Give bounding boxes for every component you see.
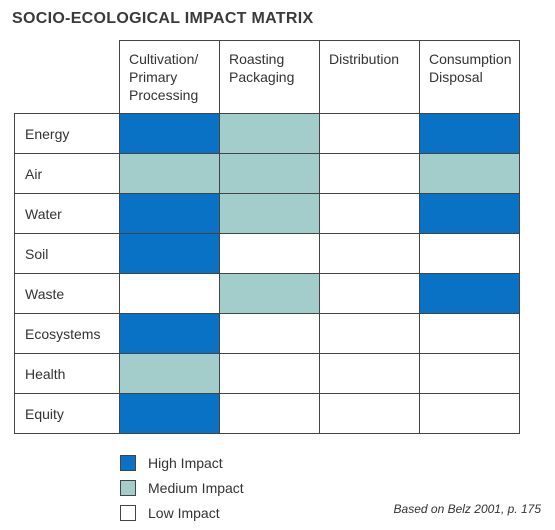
matrix-row-water: Water: [14, 193, 520, 234]
legend-swatch-low: [120, 504, 136, 521]
matrix-row-ecosystems: Ecosystems: [14, 313, 520, 354]
matrix-row-energy: Energy: [14, 113, 520, 154]
legend-label-high: High Impact: [148, 454, 223, 471]
impact-cell-medium: [219, 193, 320, 234]
row-header: Soil: [14, 233, 120, 274]
impact-matrix: Cultivation/ Primary Processing Roasting…: [14, 40, 520, 434]
impact-cell-high: [419, 193, 520, 234]
impact-cell-low: [219, 313, 320, 354]
impact-cell-low: [419, 313, 520, 354]
row-header: Water: [14, 193, 120, 234]
impact-cell-medium: [419, 153, 520, 194]
impact-cell-low: [219, 393, 320, 434]
impact-cell-low: [319, 353, 420, 394]
corner-cell: [14, 40, 120, 114]
row-header: Air: [14, 153, 120, 194]
matrix-body: Energy Air Water Soil Waste Ecosystems Health E…: [14, 113, 520, 434]
impact-cell-low: [319, 233, 420, 274]
impact-cell-low: [419, 393, 520, 434]
column-header-distribution: Distribution: [319, 40, 420, 114]
impact-cell-low: [319, 113, 420, 154]
matrix-row-soil: Soil: [14, 233, 520, 274]
column-header-cultivation: Cultivation/ Primary Processing: [119, 40, 220, 114]
impact-cell-medium: [219, 273, 320, 314]
page-title: SOCIO-ECOLOGICAL IMPACT MATRIX: [12, 10, 314, 27]
legend-item-high: High Impact: [120, 450, 244, 475]
row-header: Health: [14, 353, 120, 394]
row-header: Equity: [14, 393, 120, 434]
impact-cell-high: [419, 273, 520, 314]
impact-cell-low: [219, 233, 320, 274]
row-header: Energy: [14, 113, 120, 154]
impact-cell-high: [419, 113, 520, 154]
impact-cell-low: [219, 353, 320, 394]
impact-cell-low: [319, 313, 420, 354]
source-note: Based on Belz 2001, p. 175: [393, 502, 541, 516]
row-header: Ecosystems: [14, 313, 120, 354]
legend-label-low: Low Impact: [148, 504, 220, 521]
impact-cell-low: [119, 273, 220, 314]
impact-cell-high: [119, 113, 220, 154]
impact-cell-high: [119, 233, 220, 274]
legend-label-medium: Medium Impact: [148, 479, 244, 496]
column-header-roasting: Roasting Packaging: [219, 40, 320, 114]
legend-swatch-medium: [120, 479, 136, 496]
column-header-consumption: Consumption Disposal: [419, 40, 520, 114]
matrix-row-air: Air: [14, 153, 520, 194]
impact-cell-low: [419, 233, 520, 274]
impact-cell-high: [119, 393, 220, 434]
impact-cell-low: [319, 193, 420, 234]
matrix-row-waste: Waste: [14, 273, 520, 314]
impact-cell-high: [119, 193, 220, 234]
impact-cell-medium: [119, 353, 220, 394]
header-row: Cultivation/ Primary Processing Roasting…: [14, 40, 520, 114]
legend-item-medium: Medium Impact: [120, 475, 244, 500]
impact-cell-low: [319, 393, 420, 434]
impact-cell-low: [319, 153, 420, 194]
impact-cell-medium: [119, 153, 220, 194]
legend-item-low: Low Impact: [120, 500, 244, 525]
impact-cell-medium: [219, 153, 320, 194]
impact-cell-low: [319, 273, 420, 314]
matrix-row-equity: Equity: [14, 393, 520, 434]
row-header: Waste: [14, 273, 120, 314]
legend: High Impact Medium Impact Low Impact: [120, 450, 244, 525]
impact-cell-high: [119, 313, 220, 354]
impact-cell-medium: [219, 113, 320, 154]
matrix-row-health: Health: [14, 353, 520, 394]
legend-swatch-high: [120, 454, 136, 471]
impact-cell-low: [419, 353, 520, 394]
